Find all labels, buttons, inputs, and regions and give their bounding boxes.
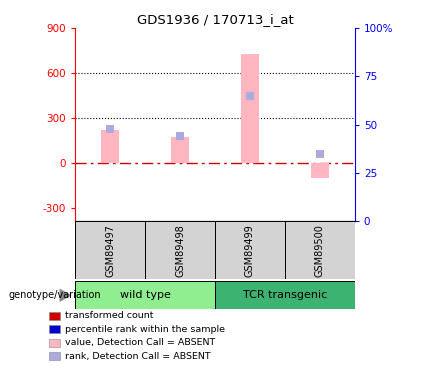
Text: GSM89498: GSM89498 bbox=[175, 224, 185, 277]
Text: GSM89500: GSM89500 bbox=[315, 224, 325, 277]
Text: percentile rank within the sample: percentile rank within the sample bbox=[65, 325, 225, 334]
Text: GSM89497: GSM89497 bbox=[105, 224, 115, 277]
Polygon shape bbox=[59, 289, 71, 302]
Text: genotype/variation: genotype/variation bbox=[9, 290, 101, 300]
Bar bbox=[171, 136, 189, 163]
Bar bbox=[145, 221, 215, 279]
Bar bbox=[75, 221, 145, 279]
Bar bbox=[311, 163, 329, 178]
Bar bbox=[285, 221, 355, 279]
Text: rank, Detection Call = ABSENT: rank, Detection Call = ABSENT bbox=[65, 352, 211, 361]
Text: GSM89499: GSM89499 bbox=[245, 224, 255, 277]
Bar bbox=[101, 130, 119, 163]
Text: transformed count: transformed count bbox=[65, 311, 154, 320]
Bar bbox=[215, 281, 355, 309]
Bar bbox=[75, 281, 215, 309]
Bar bbox=[241, 54, 259, 163]
Text: wild type: wild type bbox=[120, 290, 171, 300]
Bar bbox=[215, 221, 285, 279]
Text: TCR transgenic: TCR transgenic bbox=[243, 290, 327, 300]
Text: value, Detection Call = ABSENT: value, Detection Call = ABSENT bbox=[65, 338, 215, 347]
Text: GDS1936 / 170713_i_at: GDS1936 / 170713_i_at bbox=[137, 13, 293, 26]
